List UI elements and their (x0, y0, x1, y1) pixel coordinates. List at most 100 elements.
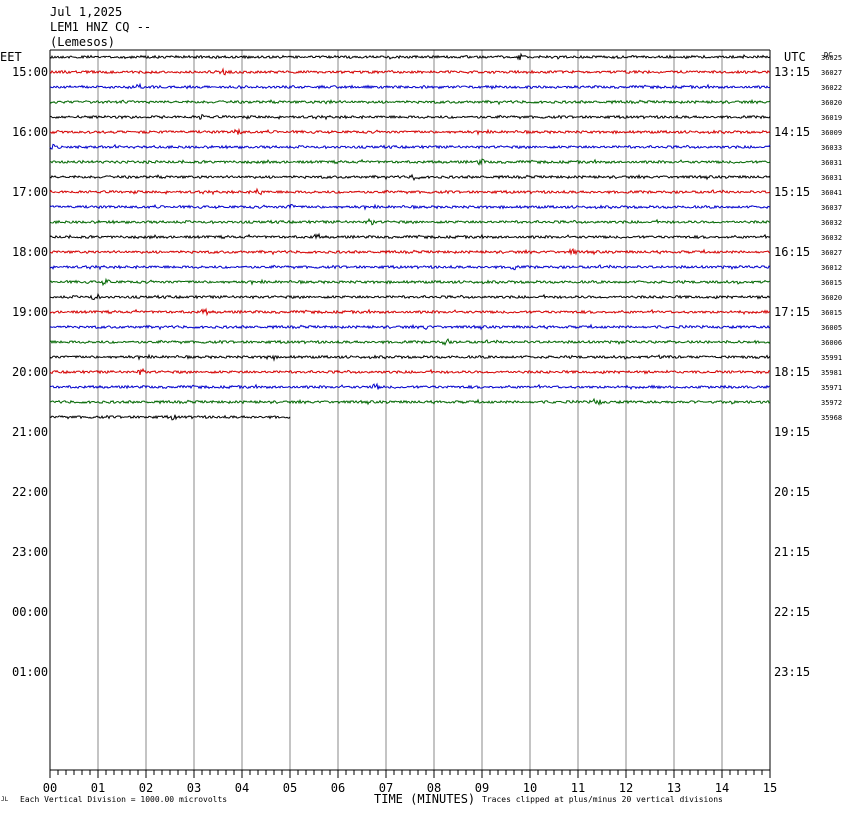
left-hour-label: 20:00 (12, 365, 48, 379)
dc-value: 36031 (821, 159, 842, 167)
dc-value: 36015 (821, 279, 842, 287)
right-hour-label: 22:15 (774, 605, 810, 619)
trace-line (49, 264, 771, 271)
dc-value: 35972 (821, 399, 842, 407)
trace-line (49, 323, 771, 331)
dc-value: 36027 (821, 249, 842, 257)
trace-line (49, 82, 771, 90)
right-hour-label: 23:15 (774, 665, 810, 679)
trace-line (49, 217, 771, 226)
right-hour-label: 19:15 (774, 425, 810, 439)
left-hour-label: 16:00 (12, 125, 48, 139)
x-tick-label: 03 (187, 781, 201, 795)
x-tick-label: 14 (715, 781, 729, 795)
x-axis-ticks: 00 01 02 03 04 05 06 07 08 09 10 11 12 13 14 15 (43, 770, 777, 795)
x-tick-label: 10 (523, 781, 537, 795)
dc-value: 36041 (821, 189, 842, 197)
left-hour-label: 19:00 (12, 305, 48, 319)
x-tick-label: 02 (139, 781, 153, 795)
header-station: LEM1 HNZ CQ -- (50, 20, 152, 34)
left-tz-label: EET (0, 50, 22, 64)
left-hour-label: 17:00 (12, 185, 48, 199)
x-tick-label: 06 (331, 781, 345, 795)
left-hour-label: 18:00 (12, 245, 48, 259)
right-hour-label: 17:15 (774, 305, 810, 319)
trace-line (49, 338, 771, 347)
x-tick-label: 12 (619, 781, 633, 795)
dc-value: 36033 (821, 144, 842, 152)
trace-line (49, 414, 291, 421)
dc-value: 36031 (821, 174, 842, 182)
dc-value: 36019 (821, 114, 842, 122)
dc-value: 36032 (821, 234, 842, 242)
x-tick-label: 00 (43, 781, 57, 795)
corner-mark: JL (1, 796, 9, 803)
dc-value: 35971 (821, 384, 842, 392)
right-hour-label: 13:15 (774, 65, 810, 79)
trace-line (49, 292, 771, 301)
right-hour-label: 21:15 (774, 545, 810, 559)
dc-value: 36025 (821, 54, 842, 62)
x-tick-label: 05 (283, 781, 297, 795)
trace-line (49, 367, 771, 376)
trace-line (49, 397, 771, 406)
dc-value: 36006 (821, 339, 842, 347)
dc-value: 35981 (821, 369, 842, 377)
trace-line (49, 113, 771, 121)
dc-value: 35968 (821, 414, 842, 422)
left-hour-label: 00:00 (12, 605, 48, 619)
left-hour-label: 22:00 (12, 485, 48, 499)
trace-line (49, 247, 771, 256)
dc-offset-labels: 36025 36027 36022 36020 36019 36009 36033 36031… (821, 54, 842, 422)
dc-value: 36015 (821, 309, 842, 317)
dc-value: 36032 (821, 219, 842, 227)
trace-line (49, 158, 771, 166)
x-tick-label: 01 (91, 781, 105, 795)
grid-lines (49, 49, 771, 771)
left-hour-label: 01:00 (12, 665, 48, 679)
right-hour-label: 16:15 (774, 245, 810, 259)
trace-line (49, 52, 771, 61)
dc-corner-label: DC (824, 51, 832, 59)
dc-value: 35991 (821, 354, 842, 362)
right-hour-label: 15:15 (774, 185, 810, 199)
left-hour-label: 15:00 (12, 65, 48, 79)
x-tick-label: 15 (763, 781, 777, 795)
right-hour-label: 20:15 (774, 485, 810, 499)
x-tick-label: 11 (571, 781, 585, 795)
clip-note: Traces clipped at plus/minus 20 vertical… (482, 795, 723, 804)
right-tz-label: UTC (784, 50, 806, 64)
x-tick-label: 09 (475, 781, 489, 795)
trace-line (49, 232, 771, 240)
x-tick-label: 04 (235, 781, 249, 795)
trace-line (49, 187, 771, 196)
dc-value: 36027 (821, 69, 842, 77)
trace-line (49, 307, 771, 317)
dc-value: 36020 (821, 99, 842, 107)
dc-value: 36022 (821, 84, 842, 92)
trace-line (49, 353, 771, 362)
dc-value: 36005 (821, 324, 842, 332)
right-hour-labels: 13:15 14:15 15:15 16:15 17:15 18:15 19:15 20:15… (774, 65, 810, 679)
header-date: Jul 1,2025 (50, 5, 123, 19)
header-location: (Lemesos) (50, 35, 116, 49)
trace-line (49, 143, 771, 150)
left-hour-labels: 15:00 16:00 17:00 18:00 19:00 20:00 21:00 22:00… (12, 65, 48, 679)
left-hour-label: 21:00 (12, 425, 48, 439)
right-hour-label: 14:15 (774, 125, 810, 139)
x-tick-label: 07 (379, 781, 393, 795)
dc-value: 36020 (821, 294, 842, 302)
x-tick-label: 08 (427, 781, 441, 795)
scale-note: Each Vertical Division = 1000.00 microvo… (20, 795, 228, 804)
trace-line (49, 382, 771, 390)
left-hour-label: 23:00 (12, 545, 48, 559)
dc-value: 36037 (821, 204, 842, 212)
trace-group (49, 52, 771, 421)
dc-value: 36009 (821, 129, 842, 137)
trace-line (49, 67, 771, 76)
x-tick-label: 13 (667, 781, 681, 795)
dc-value: 36012 (821, 264, 842, 272)
trace-line (49, 127, 771, 136)
trace-line (49, 98, 771, 106)
